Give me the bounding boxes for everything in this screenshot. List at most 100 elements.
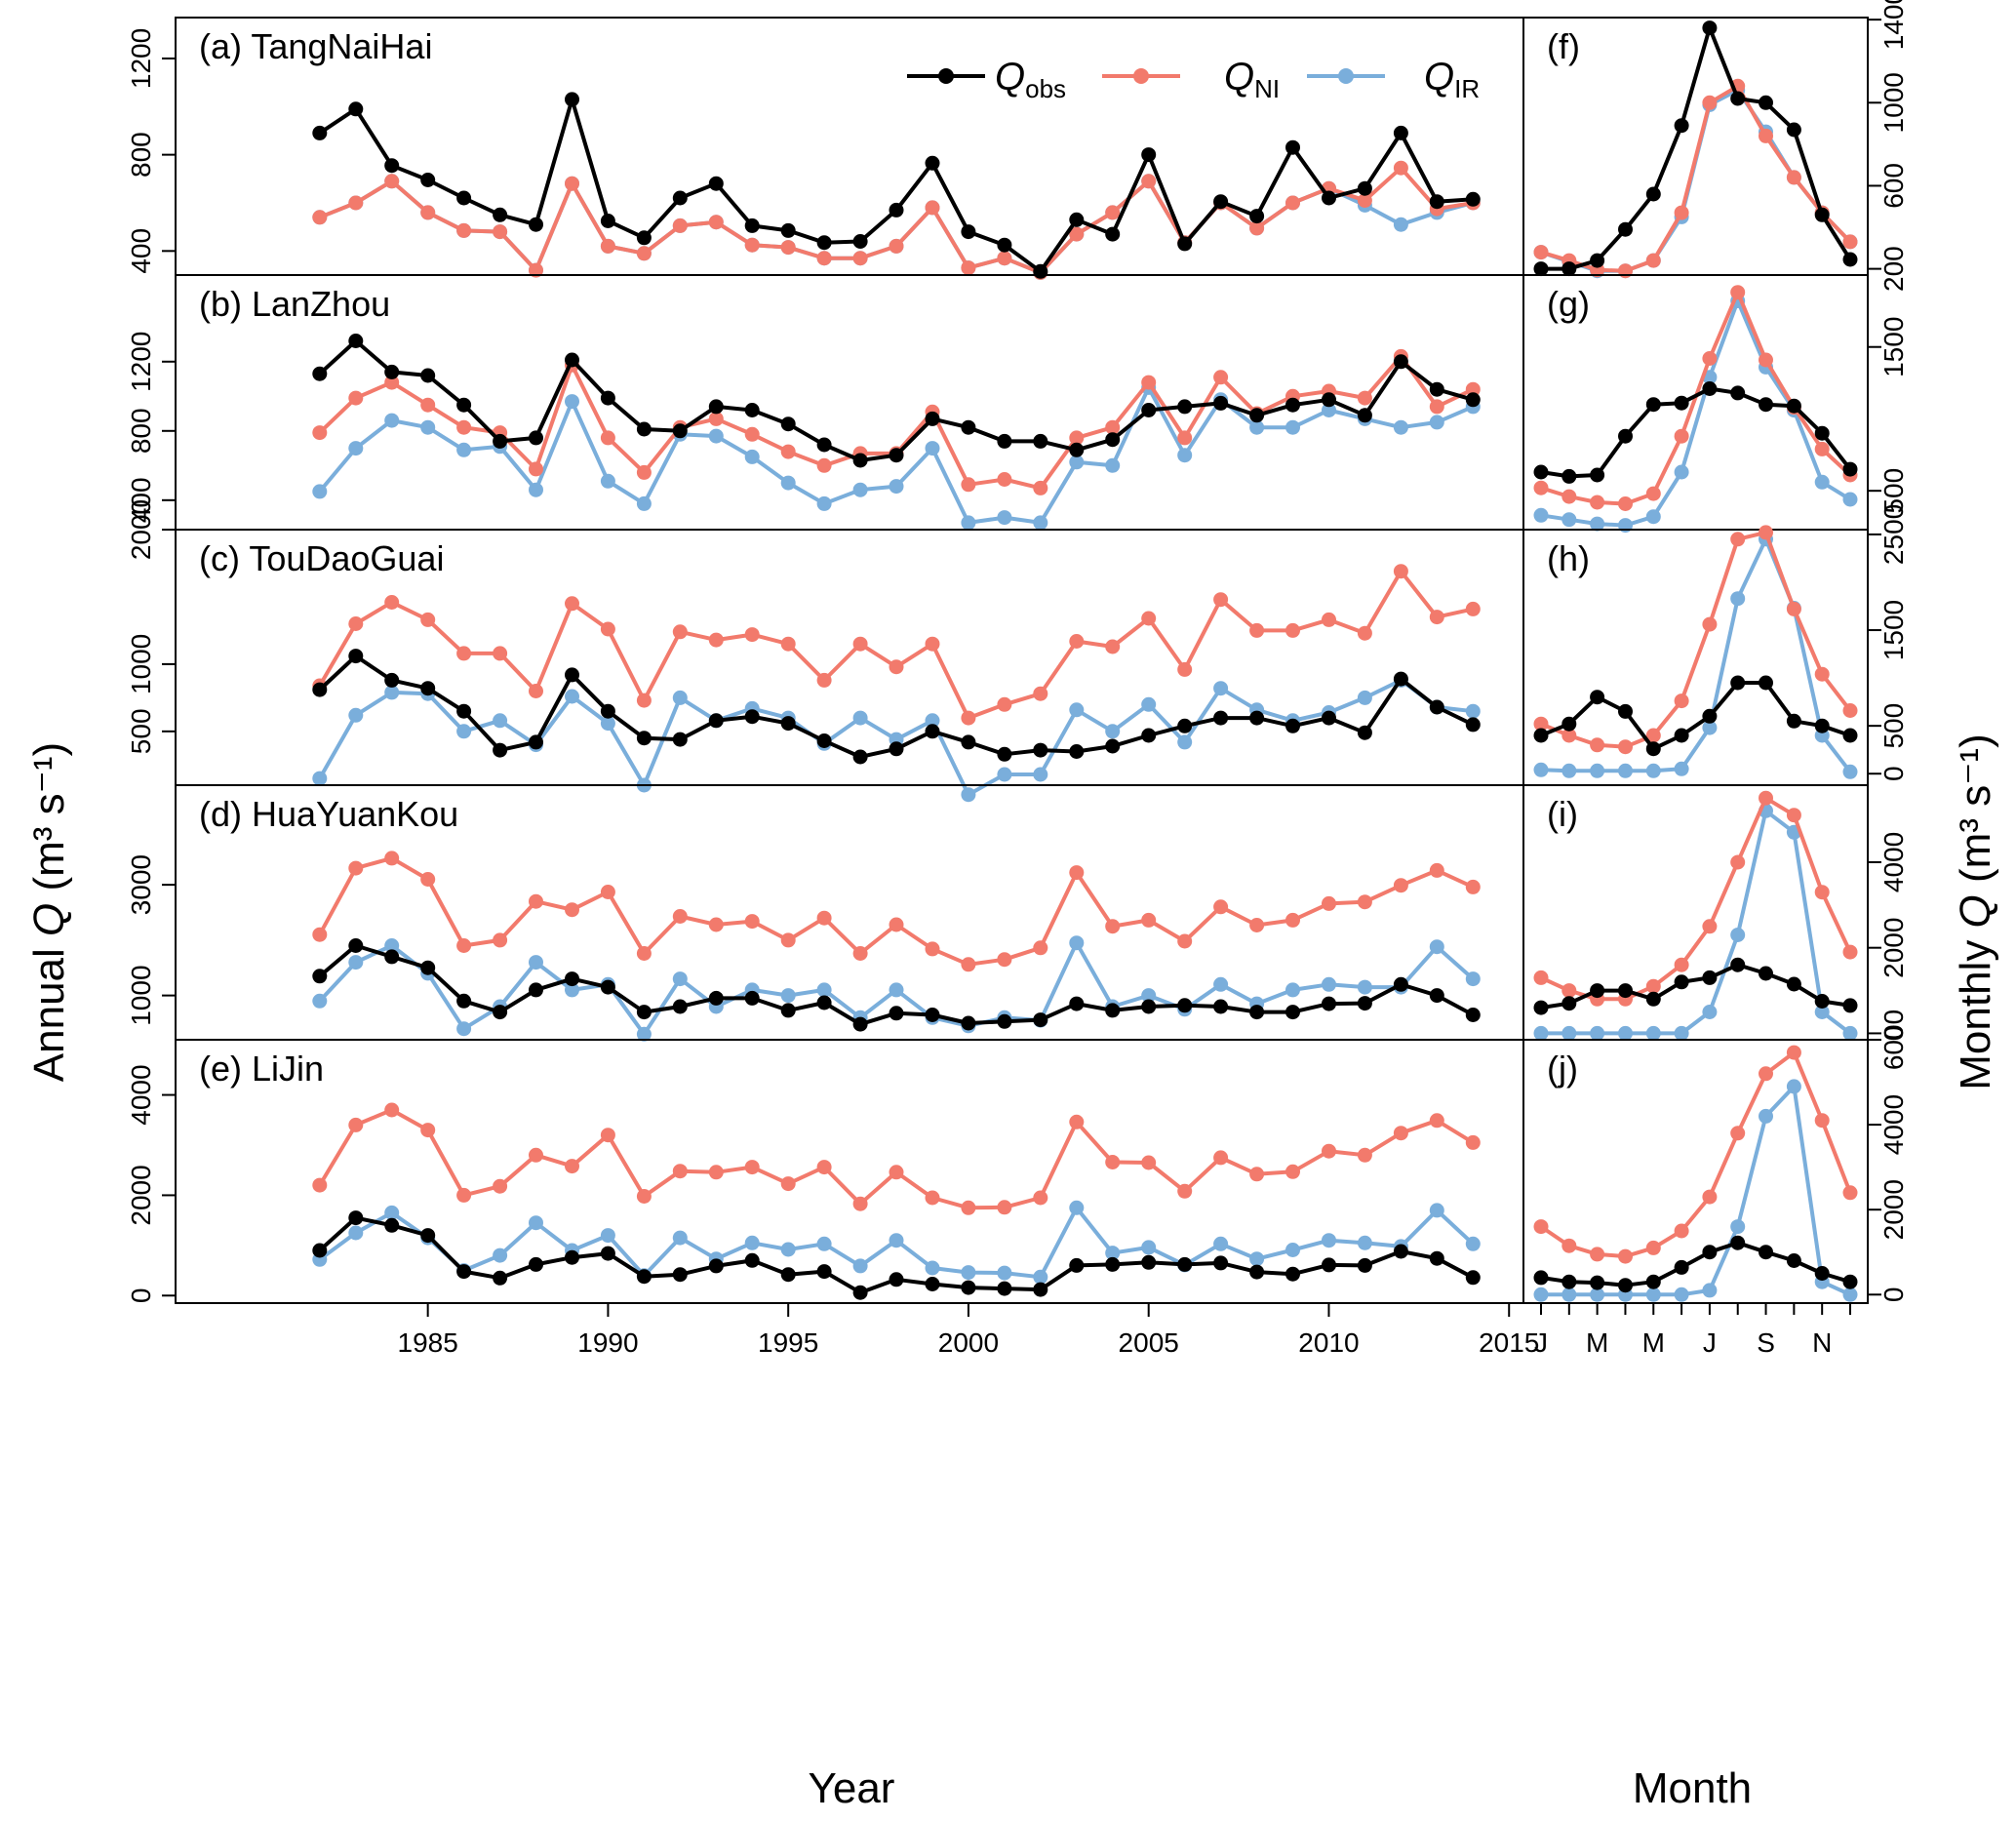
annual-q-ir-point (1285, 982, 1300, 998)
monthly-q-ni-point (1842, 234, 1858, 250)
annual-q-ir-point (1105, 457, 1121, 473)
annual-q-ni-point (636, 464, 652, 480)
annual-q-obs-point (1285, 1266, 1300, 1282)
annual-q-ni-point (889, 238, 904, 254)
monthly-q-ni-point (1842, 703, 1858, 718)
y-tick-label: 1000 (126, 634, 156, 694)
monthly-panels: 200 600 1000 1400 (f) 500 1500 (g) 0 500 1500 2500 (… (1522, 0, 1909, 1358)
monthly-q-ni-point (1759, 352, 1773, 368)
annual-q-obs-point (1322, 710, 1336, 726)
annual-q-ir-point (420, 419, 436, 435)
y-tick-label: 0 (126, 1287, 156, 1303)
monthly-q-obs-point (1561, 1274, 1577, 1289)
monthly-q-ir-point (1842, 764, 1858, 779)
monthly-panel-4: 0 2000 4000 6000 (j) J M M J S N (1522, 1010, 1909, 1358)
annual-q-obs-point (348, 101, 364, 117)
annual-q-ni-point (997, 251, 1012, 266)
monthly-q-obs-point (1618, 703, 1633, 719)
annual-q-ni-point (1285, 912, 1300, 928)
annual-q-ni-line (318, 855, 1475, 967)
panel-label: (a) TangNaiHai (199, 26, 432, 66)
annual-q-ni-point (636, 946, 652, 961)
annual-q-ir-point (1177, 448, 1193, 463)
annual-q-obs-point (384, 949, 400, 965)
y-tick-label: 4000 (1878, 1094, 1909, 1155)
annual-q-ni-point (1465, 601, 1481, 616)
annual-q-obs-point (1393, 671, 1408, 687)
monthly-q-ni-point (1786, 808, 1801, 823)
annual-panel-2: 500 1000 2000 (c) TouDaoGuai (126, 499, 1524, 803)
annual-q-ir-point (600, 473, 615, 489)
annual-q-ni-point (600, 885, 615, 899)
annual-q-obs-point (816, 1264, 832, 1280)
monthly-q-ir-point (1674, 1025, 1689, 1041)
monthly-q-ni-point (1645, 486, 1661, 501)
annual-q-ir-point (1357, 979, 1372, 995)
annual-q-obs-point (636, 1269, 652, 1285)
monthly-q-ir-point (1645, 509, 1661, 525)
annual-q-ni-point (565, 902, 579, 918)
annual-q-ni-point (889, 917, 904, 932)
annual-q-ni-point (1177, 933, 1193, 949)
monthly-q-ni-point (1759, 790, 1773, 806)
monthly-q-ni-point (1702, 919, 1718, 934)
annual-q-obs-point (1033, 742, 1048, 758)
x-axis-title-annual: Year (809, 1764, 895, 1812)
annual-q-ni-point (1105, 919, 1121, 934)
annual-q-ni-point (816, 910, 832, 926)
y-tick-label: 0 (1878, 1287, 1909, 1303)
monthly-q-ni-line (1540, 290, 1852, 506)
monthly-panel-2: 0 500 1500 2500 (h) (1522, 504, 1909, 786)
annual-q-obs-point (600, 390, 615, 406)
annual-q-obs-point (565, 1249, 579, 1265)
annual-q-ni-point (925, 941, 940, 957)
monthly-q-ir-point (1730, 591, 1746, 607)
annual-q-ni-point (961, 710, 976, 726)
monthly-q-obs-point (1786, 122, 1801, 138)
legend-q-ni-text: QNI (1224, 56, 1280, 103)
annual-q-obs-point (1069, 212, 1085, 227)
monthly-q-ni-point (1645, 253, 1661, 268)
annual-q-obs-point (925, 411, 940, 426)
annual-q-ni-point (780, 1176, 796, 1192)
annual-q-ir-point (889, 1233, 904, 1248)
annual-q-ni-point (672, 1164, 688, 1179)
annual-q-ni-point (1393, 564, 1408, 579)
annual-q-obs-point (1322, 392, 1336, 408)
monthly-q-obs-point (1814, 718, 1830, 733)
annual-q-ni-point (1069, 430, 1085, 446)
y-tick-label: 1500 (1878, 317, 1909, 377)
annual-q-obs-point (1141, 403, 1157, 417)
monthly-q-ni-point (1674, 693, 1689, 709)
panel-label: (j) (1547, 1049, 1578, 1089)
annual-q-ni-point (816, 1160, 832, 1175)
annual-q-obs-point (312, 125, 328, 140)
annual-q-obs-point (600, 703, 615, 719)
annual-q-obs-point (1033, 1012, 1048, 1028)
annual-q-ir-point (852, 1258, 868, 1274)
annual-q-obs-point (672, 732, 688, 747)
annual-q-ir-point (997, 510, 1012, 526)
annual-q-obs-point (744, 403, 760, 417)
monthly-q-ni-point (1786, 601, 1801, 616)
annual-q-obs-point (852, 1285, 868, 1300)
y-tick-label: 2000 (1878, 918, 1909, 978)
annual-q-ni-point (636, 246, 652, 261)
annual-q-ni-point (493, 1178, 508, 1194)
x-axis-title-monthly: Month (1633, 1764, 1752, 1812)
monthly-q-ni-point (1842, 944, 1858, 960)
monthly-q-obs-point (1590, 690, 1605, 705)
annual-q-ni-point (348, 860, 364, 876)
annual-q-obs-point (600, 214, 615, 228)
monthly-q-ni-point (1561, 489, 1577, 504)
monthly-q-obs-point (1842, 998, 1858, 1013)
monthly-q-ni-point (1618, 739, 1633, 755)
monthly-q-ni-point (1674, 205, 1689, 220)
annual-q-ni-point (384, 375, 400, 390)
panel-label: (f) (1547, 26, 1580, 66)
monthly-q-obs-point (1702, 1245, 1718, 1260)
monthly-q-obs-point (1533, 261, 1549, 277)
annual-q-obs-point (997, 1013, 1012, 1029)
annual-q-ir-point (852, 710, 868, 726)
annual-q-obs-point (384, 1217, 400, 1233)
